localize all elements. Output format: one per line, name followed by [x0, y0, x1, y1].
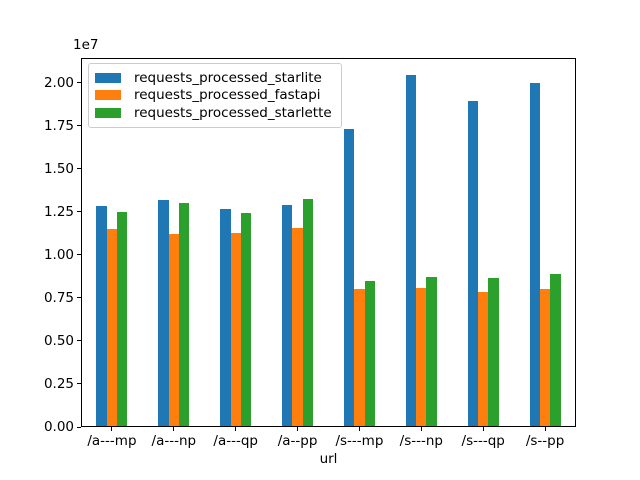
- legend-label: requests_processed_fastapi: [134, 87, 321, 104]
- bar-requests_processed_starlette-/a---np: [178, 203, 190, 426]
- y-tick-mark: [77, 168, 81, 170]
- x-tick-mark: [544, 427, 546, 431]
- y-tick-mark: [77, 340, 81, 342]
- legend-swatch-requests_processed_starlette: [95, 107, 121, 118]
- legend-label: requests_processed_starlette: [134, 104, 332, 121]
- bar-requests_processed_starlette-/a---qp: [240, 212, 252, 426]
- y-tick-label: 0.75: [43, 289, 74, 306]
- y-tick-label: 1.75: [43, 117, 74, 134]
- y-tick-mark: [77, 426, 81, 428]
- x-tick-label: /a---mp: [87, 433, 137, 449]
- bar-requests_processed_fastapi-/s---np: [416, 287, 427, 426]
- bar-requests_processed_starlette-/a---mp: [117, 211, 128, 426]
- y-tick-mark: [77, 297, 81, 299]
- legend-entry: requests_processed_starlette: [95, 104, 332, 122]
- bar-requests_processed_starlite-/a--pp: [282, 205, 293, 426]
- y-tick-label: 1.00: [43, 246, 74, 263]
- x-tick-mark: [420, 427, 422, 431]
- x-tick-label: /s---np: [399, 433, 443, 449]
- bar-requests_processed_fastapi-/s---qp: [478, 291, 489, 426]
- bar-requests_processed_starlette-/a--pp: [302, 199, 313, 426]
- x-tick-mark: [297, 427, 299, 431]
- y-tick-mark: [77, 211, 81, 213]
- y-tick-label: 1.50: [43, 160, 74, 177]
- x-tick-mark: [173, 427, 175, 431]
- x-tick-label: /a---qp: [213, 433, 258, 449]
- bar-requests_processed_starlette-/s--pp: [550, 273, 561, 426]
- bar-requests_processed_fastapi-/a---qp: [230, 233, 241, 426]
- y-tick-mark: [77, 254, 81, 256]
- bar-requests_processed_fastapi-/s---mp: [354, 289, 365, 426]
- y-axis-offset-label: 1e7: [73, 37, 99, 53]
- y-tick-mark: [77, 125, 81, 127]
- x-tick-label: /s---mp: [335, 433, 384, 449]
- legend-label: requests_processed_starlite: [134, 69, 322, 86]
- bar-requests_processed_fastapi-/a---np: [168, 234, 179, 426]
- bar-requests_processed_starlite-/s---mp: [343, 129, 355, 426]
- bar-requests_processed_starlite-/s---np: [405, 75, 417, 426]
- y-tick-label: 1.25: [43, 203, 74, 220]
- legend-swatch-requests_processed_fastapi: [95, 90, 121, 101]
- y-tick-label: 2.00: [43, 74, 74, 91]
- x-tick-label: /a--pp: [277, 433, 318, 449]
- y-tick-label: 0.00: [43, 419, 74, 435]
- x-tick-label: /s--pp: [525, 433, 565, 449]
- y-tick-label: 0.50: [43, 332, 74, 349]
- legend-entry: requests_processed_starlite: [95, 69, 332, 87]
- bar-requests_processed_fastapi-/a--pp: [292, 228, 303, 426]
- bar-requests_processed_fastapi-/s--pp: [539, 288, 551, 426]
- y-tick-mark: [77, 82, 81, 84]
- bar-requests_processed_starlite-/s---qp: [467, 101, 479, 426]
- x-tick-mark: [235, 427, 237, 431]
- x-tick-label: /a---np: [151, 433, 197, 449]
- legend-swatch-requests_processed_starlite: [95, 72, 121, 83]
- x-axis-label: url: [319, 451, 338, 467]
- x-tick-mark: [482, 427, 484, 431]
- y-tick-mark: [77, 383, 81, 385]
- bar-requests_processed_fastapi-/a---mp: [106, 229, 118, 426]
- bar-requests_processed_starlette-/s---mp: [364, 280, 375, 426]
- legend: requests_processed_starlite requests_proc…: [88, 63, 342, 128]
- bar-requests_processed_starlite-/s--pp: [529, 82, 540, 426]
- x-tick-label: /s---qp: [461, 433, 505, 449]
- bar-requests_processed_starlite-/a---qp: [220, 208, 231, 426]
- bar-requests_processed_starlite-/a---mp: [96, 205, 107, 426]
- y-tick-label: 0.25: [43, 375, 74, 392]
- bar-requests_processed_starlette-/s---qp: [488, 278, 499, 426]
- x-tick-mark: [111, 427, 113, 431]
- x-tick-mark: [358, 427, 360, 431]
- legend-entry: requests_processed_fastapi: [95, 87, 332, 105]
- bar-requests_processed_starlette-/s---np: [426, 277, 437, 426]
- bar-requests_processed_starlite-/a---np: [158, 199, 169, 426]
